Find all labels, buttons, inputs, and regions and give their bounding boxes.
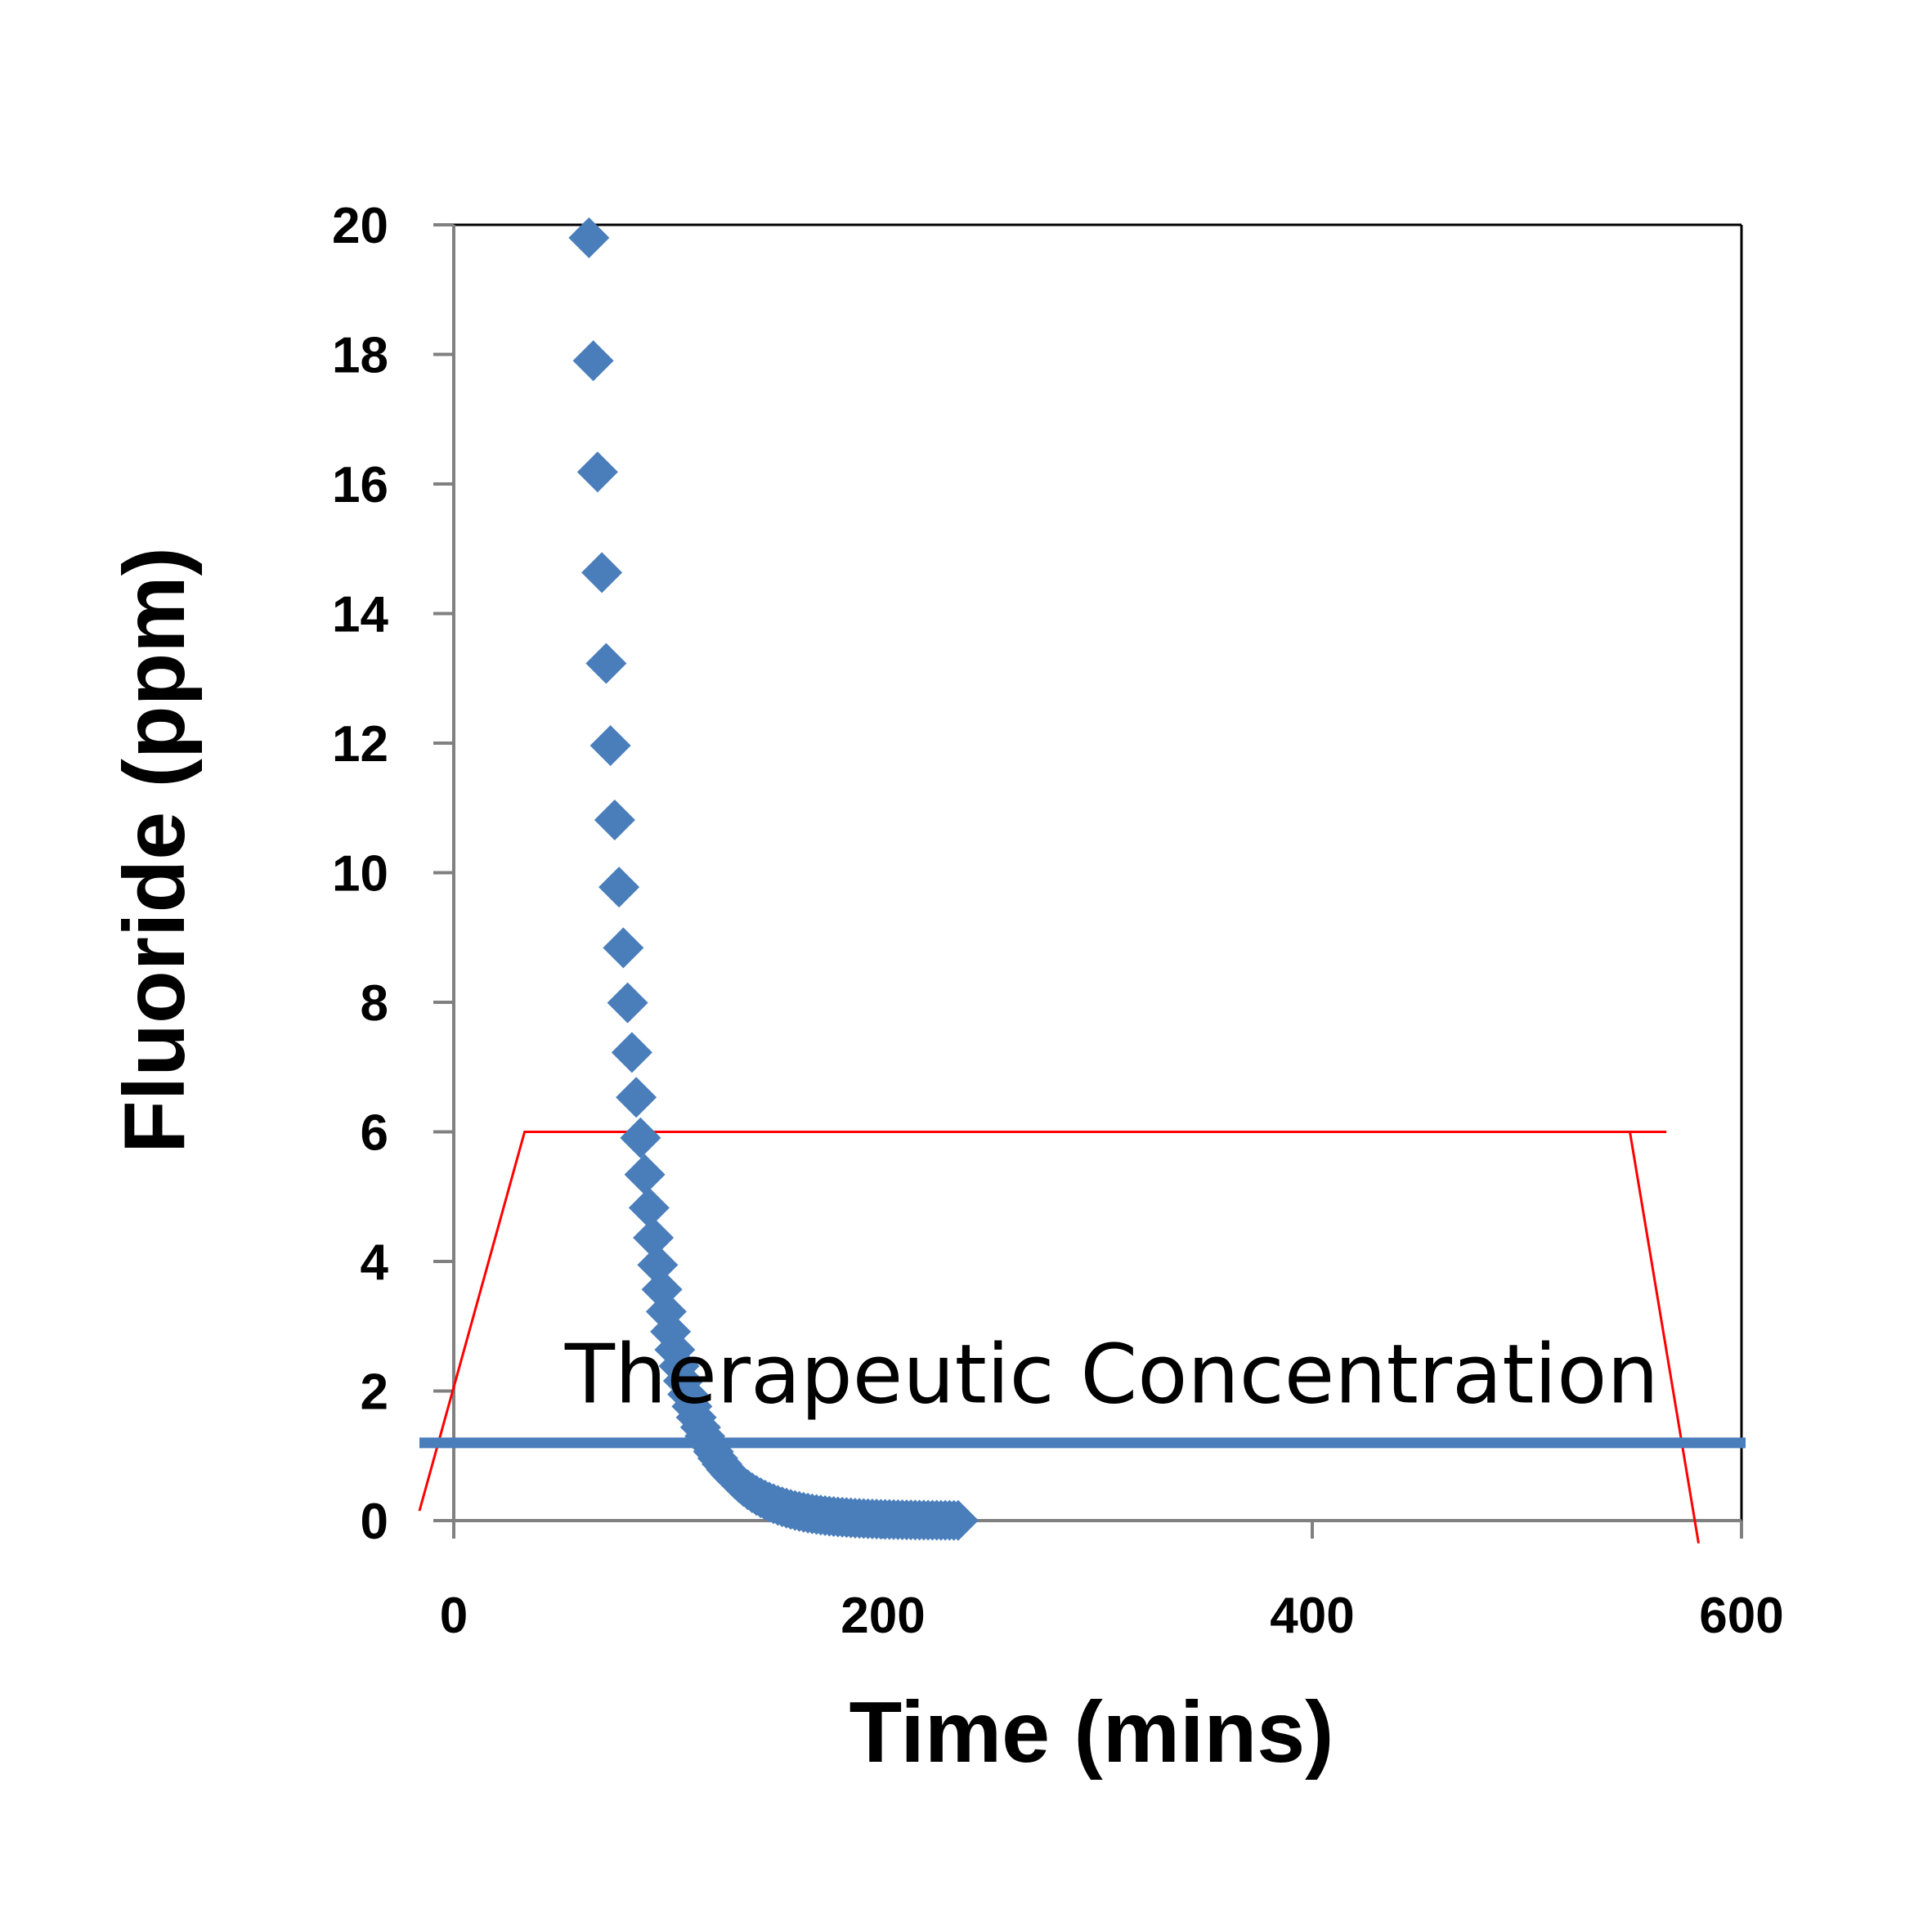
x-tick-label: 0 (440, 1588, 468, 1644)
x-axis-title: Time (mins) (849, 1684, 1334, 1781)
data-point (598, 867, 640, 908)
data-series (568, 217, 979, 1541)
y-tick-label: 10 (332, 846, 388, 903)
data-point (937, 1499, 979, 1541)
data-point (589, 725, 631, 767)
y-tick-label: 4 (361, 1234, 389, 1291)
x-tick-label: 200 (840, 1588, 925, 1644)
y-tick-label: 6 (361, 1105, 388, 1162)
data-point (607, 982, 648, 1024)
y-tick-label: 0 (361, 1494, 388, 1550)
y-axis-title: Fluoride (ppm) (106, 547, 203, 1154)
x-tick-label: 600 (1699, 1588, 1783, 1644)
y-tick-label: 14 (332, 587, 388, 643)
y-tick-label: 8 (361, 975, 388, 1032)
y-tick-label: 12 (332, 716, 388, 773)
x-tick-label: 400 (1270, 1588, 1354, 1644)
red-outline-right (1629, 1131, 1700, 1543)
y-tick-label: 2 (361, 1364, 388, 1421)
data-point (572, 340, 614, 382)
red-outline-left-top (418, 1131, 1667, 1512)
data-point (620, 1117, 661, 1158)
data-point (594, 799, 635, 840)
data-point (568, 217, 610, 258)
annotation-label: Therapeutic Concentration (564, 1327, 1659, 1422)
data-point (603, 927, 644, 969)
y-tick-label: 18 (332, 328, 388, 384)
y-tick-label: 20 (332, 198, 388, 254)
data-point (633, 1217, 675, 1259)
data-point (585, 643, 627, 684)
y-tick-label: 16 (332, 457, 388, 513)
data-point (611, 1032, 652, 1073)
data-point (624, 1154, 666, 1195)
data-point (576, 451, 618, 493)
data-point (616, 1077, 657, 1118)
data-point (628, 1187, 670, 1229)
data-point (581, 552, 623, 594)
